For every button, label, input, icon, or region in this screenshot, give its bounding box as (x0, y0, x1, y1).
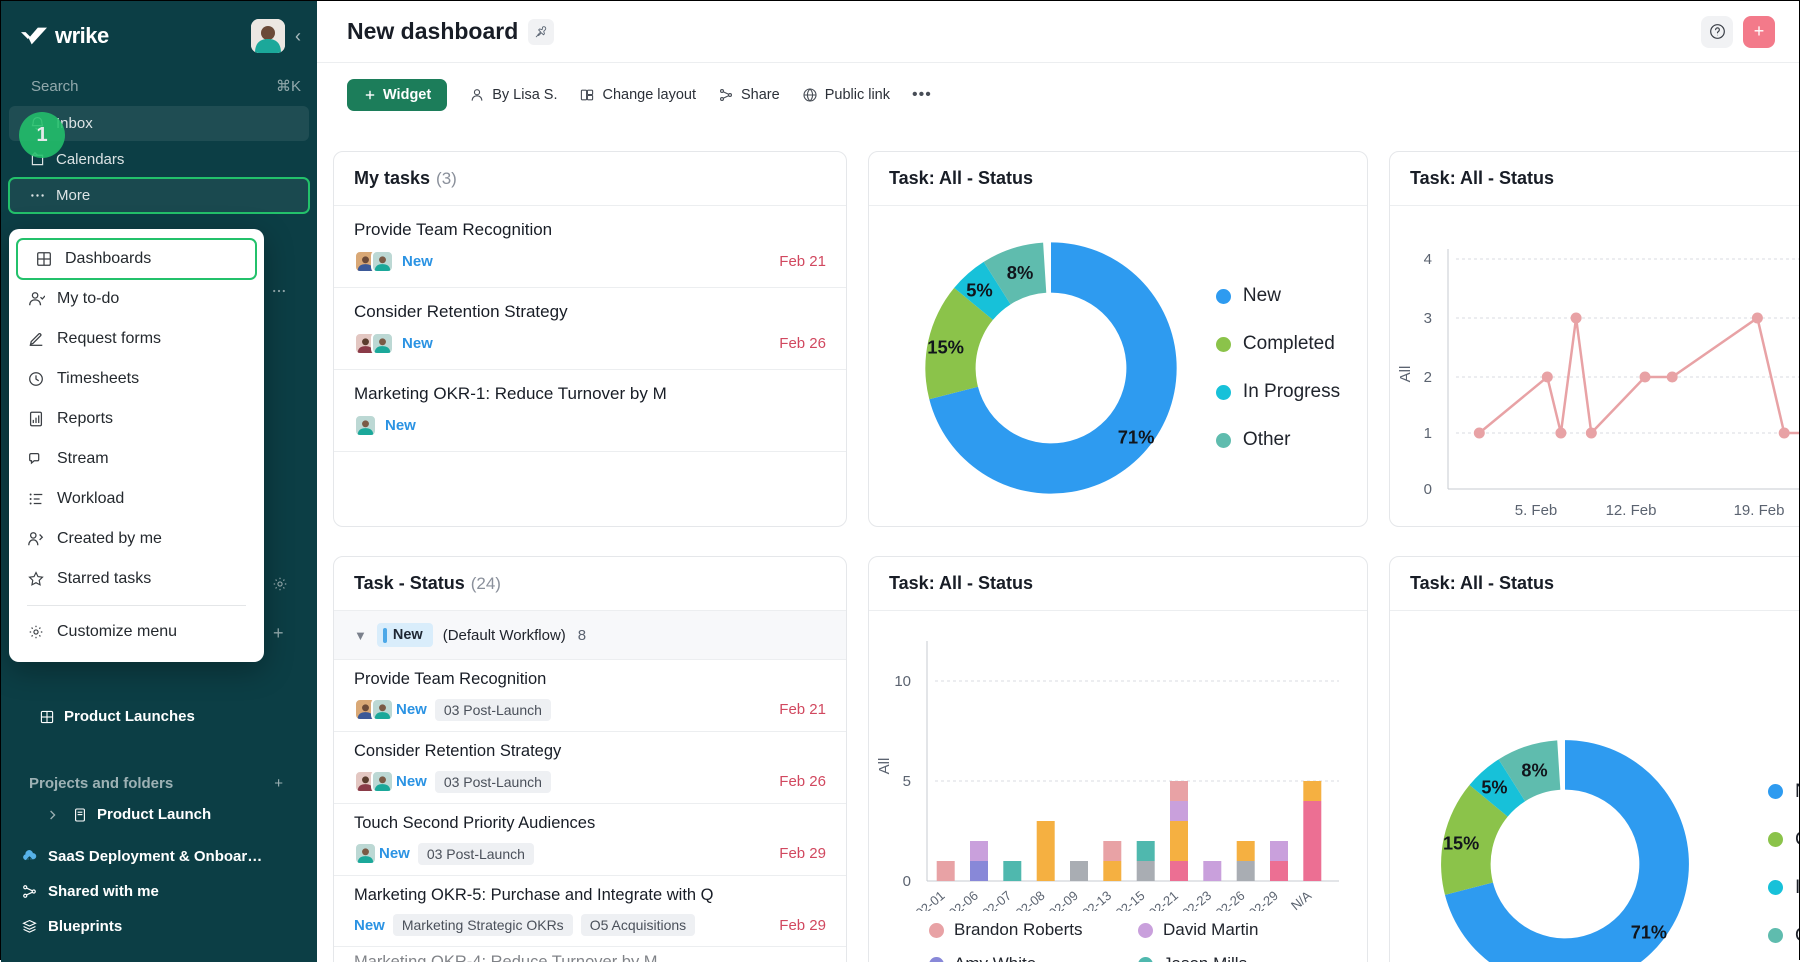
svg-text:N/A: N/A (1288, 888, 1314, 911)
svg-text:All: All (876, 758, 893, 775)
svg-text:5%: 5% (1481, 777, 1507, 797)
svg-text:2: 2 (1424, 369, 1432, 386)
svg-text:0: 0 (1424, 481, 1432, 498)
svg-text:71%: 71% (1631, 922, 1667, 942)
svg-text:5: 5 (903, 773, 911, 790)
svg-text:4: 4 (1424, 251, 1432, 268)
svg-text:10: 10 (894, 673, 911, 690)
svg-text:15%: 15% (927, 337, 964, 358)
svg-text:8%: 8% (1521, 760, 1547, 780)
svg-text:12. Feb: 12. Feb (1606, 502, 1657, 519)
svg-text:71%: 71% (1118, 426, 1155, 447)
svg-text:15%: 15% (1443, 833, 1479, 853)
svg-text:2024-02-01: 2024-02-01 (887, 888, 948, 911)
svg-text:19. Feb: 19. Feb (1734, 502, 1785, 519)
svg-text:1: 1 (1424, 425, 1432, 442)
svg-text:5%: 5% (966, 279, 993, 300)
svg-text:3: 3 (1424, 310, 1432, 327)
svg-text:0: 0 (903, 873, 911, 890)
svg-text:All: All (1397, 366, 1414, 383)
svg-text:5. Feb: 5. Feb (1515, 502, 1558, 519)
svg-text:8%: 8% (1007, 262, 1034, 283)
